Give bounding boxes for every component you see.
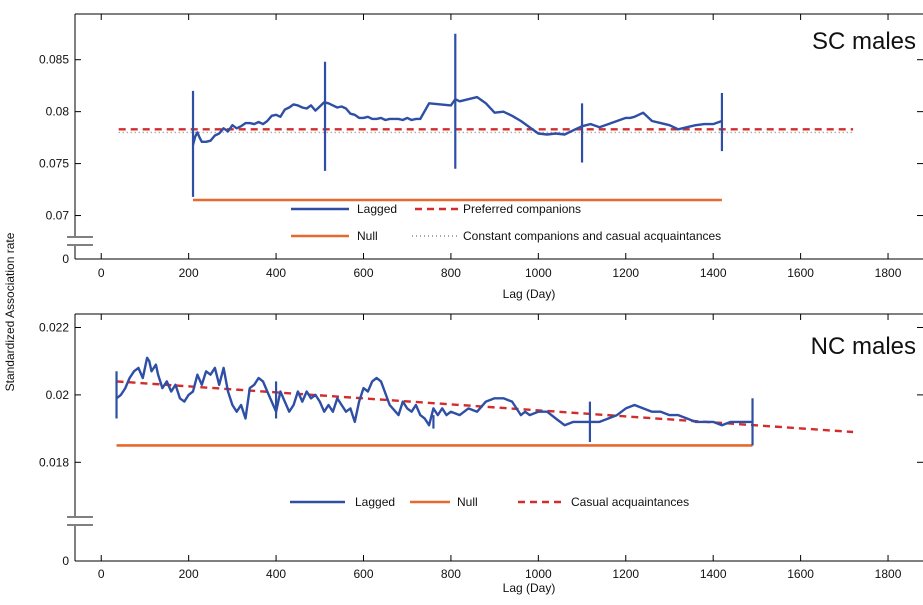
legend-label: Casual acquaintances [571,495,689,509]
x-tick-label: 0 [98,266,105,280]
x-tick-label: 1400 [700,266,727,280]
legend-label: Lagged [355,495,395,509]
x-axis-label: Lag (Day) [503,581,556,595]
x-tick-label: 1600 [787,266,814,280]
y-tick-label: 0.07 [46,209,70,223]
legend-label: Lagged [357,202,397,216]
x-tick-label: 1200 [612,567,639,581]
x-axis-label: Lag (Day) [503,287,556,301]
x-tick-label: 200 [179,567,199,581]
panel-title: SC males [812,28,916,55]
panel-title: NC males [811,333,916,360]
legend-label: Constant companions and casual acquainta… [463,229,721,243]
series-casual-acquaintances [116,380,854,434]
y-tick-label: 0.022 [39,320,69,334]
y-tick-label-zero: 0 [62,252,69,266]
x-tick-label: 1200 [612,266,639,280]
x-tick-label: 1400 [700,567,727,581]
x-tick-label: 0 [98,567,105,581]
x-tick-label: 600 [353,266,373,280]
panel-1: 0.07 0.075 0.08 0.085 0 0 200 400 600 800 1000 1200… [39,13,923,301]
x-tick-label: 400 [266,266,286,280]
series-lagged [115,356,753,427]
y-tick-label: 0.075 [39,157,69,171]
x-tick-label: 800 [441,266,461,280]
y-tick-label: 0.018 [39,455,69,469]
legend-label: Null [357,229,378,243]
legend-label: Preferred companions [463,202,581,216]
x-tick-label: 1800 [875,266,902,280]
x-tick-label: 600 [353,567,373,581]
panel-2: 0.018 0.02 0.022 0 0 200 400 600 800 1000 1200 1400… [39,313,923,595]
x-tick-label: 800 [441,567,461,581]
y-tick-label: 0.08 [46,105,70,119]
y-tick-label: 0.02 [46,388,70,402]
x-tick-label: 1600 [787,567,814,581]
x-tick-label: 400 [266,567,286,581]
y-tick-label: 0.085 [39,53,69,67]
series-lagged [191,95,723,146]
x-tick-label: 1800 [875,567,902,581]
x-tick-label: 1000 [525,567,552,581]
x-tick-label: 200 [179,266,199,280]
y-axis-label: Standardized Association rate [3,232,17,391]
legend-label: Null [457,495,478,509]
y-tick-label-zero: 0 [62,554,69,568]
x-tick-label: 1000 [525,266,552,280]
